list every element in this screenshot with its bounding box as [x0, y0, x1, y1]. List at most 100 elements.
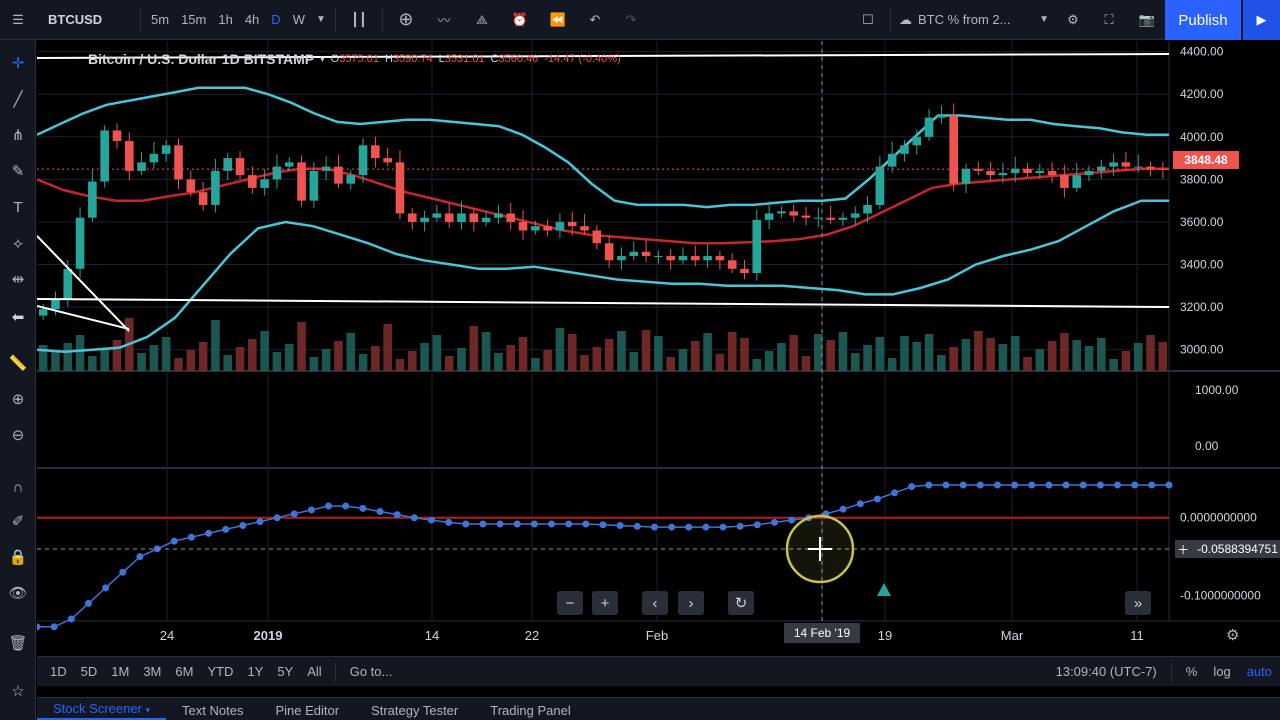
- fullscreen-icon[interactable]: ⛶: [1104, 11, 1114, 27]
- time-tick-label: 14: [425, 628, 439, 643]
- alert-icon[interactable]: ⏰: [511, 11, 529, 27]
- strategy-icon[interactable]: ⟁: [476, 11, 488, 27]
- crosshair-icon[interactable]: ✛: [11, 55, 25, 72]
- menu-icon[interactable]: ☰: [12, 11, 24, 27]
- candle-body: [900, 145, 909, 154]
- chevron-down-icon[interactable]: ▾: [320, 53, 325, 64]
- brush-icon[interactable]: ✎: [11, 163, 25, 180]
- sidebar-toggle-icon[interactable]: ▶: [1243, 0, 1280, 40]
- back-arrow-icon[interactable]: ⬅: [11, 309, 25, 326]
- range-6m[interactable]: 6M: [175, 664, 194, 679]
- volume-bar: [272, 352, 282, 371]
- auto-toggle[interactable]: auto: [1246, 664, 1272, 679]
- bb-upper-line: [37, 86, 1169, 209]
- volume-bar: [617, 331, 626, 371]
- volume-bar: [654, 336, 663, 371]
- interval-15m[interactable]: 15m: [181, 12, 207, 27]
- gear-icon[interactable]: ⚙: [1067, 11, 1079, 27]
- range-1y[interactable]: 1Y: [247, 664, 264, 679]
- symbol-search[interactable]: BTCUSD: [48, 12, 103, 27]
- tab-text-notes[interactable]: Text Notes: [182, 703, 244, 718]
- range-5y[interactable]: 5Y: [277, 664, 294, 679]
- star-icon[interactable]: ☆: [11, 683, 25, 700]
- pitchfork-icon[interactable]: ⋔: [11, 127, 25, 144]
- range-ytd[interactable]: YTD: [207, 664, 234, 679]
- undo-icon[interactable]: ↶: [589, 11, 601, 27]
- interval-1h[interactable]: 1h: [218, 12, 233, 27]
- osc-dot: [273, 514, 281, 522]
- osc-dot: [136, 553, 144, 561]
- scroll-right-button[interactable]: ›: [678, 591, 704, 615]
- trendline-icon[interactable]: ╱: [13, 91, 23, 108]
- range-1m[interactable]: 1M: [111, 664, 130, 679]
- candle-body: [1035, 170, 1045, 173]
- volume-bar: [112, 340, 122, 371]
- candle-body: [457, 213, 466, 222]
- lock-icon[interactable]: 🔒: [8, 549, 28, 566]
- percent-toggle[interactable]: %: [1185, 664, 1198, 679]
- range-all[interactable]: All: [307, 664, 322, 679]
- osc-dot: [719, 523, 727, 531]
- volume-bar: [260, 331, 269, 371]
- volume-bar: [75, 335, 85, 371]
- reset-chart-button[interactable]: ↻: [728, 591, 754, 615]
- interval-5m[interactable]: 5m: [151, 12, 170, 27]
- volume-bar: [1072, 340, 1082, 371]
- volume-bar: [924, 334, 934, 371]
- volume-bar: [395, 359, 405, 371]
- publish-button[interactable]: Publish: [1165, 0, 1241, 40]
- candle-body: [973, 168, 983, 171]
- price-chart[interactable]: 4400.00 4200.00 4000.00 3800.00 3600.00 3400.…: [37, 41, 1280, 656]
- range-1d[interactable]: 1D: [50, 664, 67, 679]
- candle-body: [395, 162, 405, 214]
- ruler-icon[interactable]: 📏: [8, 355, 28, 372]
- price-tick-label: 4400.00: [1180, 45, 1224, 59]
- osc-dot: [376, 508, 384, 516]
- volume-bar: [764, 351, 774, 371]
- scroll-to-realtime-button[interactable]: »: [1125, 591, 1151, 615]
- candle-body: [629, 251, 639, 257]
- compare-add-icon[interactable]: ⊕: [398, 9, 414, 29]
- chevron-down-icon[interactable]: ▼: [316, 14, 326, 25]
- volume-bar: [235, 347, 245, 371]
- trash-icon[interactable]: 🗑: [8, 635, 28, 652]
- zoom-in-icon[interactable]: ⊕: [11, 391, 25, 408]
- interval-w[interactable]: W: [292, 12, 305, 27]
- tab-strategy-tester[interactable]: Strategy Tester: [371, 703, 459, 718]
- candles-icon[interactable]: ┃┃: [351, 11, 367, 27]
- zoom-out-button[interactable]: −: [557, 591, 583, 615]
- lock-drawing-icon[interactable]: ✐: [11, 513, 25, 530]
- replay-icon[interactable]: ⏪: [549, 11, 567, 27]
- range-5d[interactable]: 5D: [80, 664, 98, 679]
- pattern-icon[interactable]: ⟡: [13, 234, 23, 252]
- log-toggle[interactable]: log: [1213, 664, 1231, 679]
- indicators-icon[interactable]: 〰: [437, 13, 451, 28]
- scroll-left-button[interactable]: ‹: [642, 591, 668, 615]
- candle-body: [51, 298, 60, 310]
- osc-dot: [771, 518, 779, 526]
- volume-bar: [100, 348, 109, 371]
- candle-body: [592, 230, 602, 244]
- eye-icon[interactable]: 👁: [8, 585, 28, 602]
- goto-button[interactable]: Go to...: [349, 664, 393, 679]
- bb-basis-line: [37, 167, 1169, 245]
- layout-icon[interactable]: ☐: [862, 11, 874, 27]
- zoom-in-button[interactable]: +: [592, 591, 618, 615]
- interval-d[interactable]: D: [271, 12, 281, 27]
- tab-stock-screener[interactable]: Stock Screener ▾: [37, 701, 167, 720]
- magnet-icon[interactable]: ∩: [12, 478, 24, 496]
- clock[interactable]: 13:09:40 (UTC-7): [1055, 664, 1157, 679]
- compare-dropdown[interactable]: ☁ BTC % from 2... ▼: [895, 0, 1055, 40]
- plus-icon[interactable]: ＋: [1177, 542, 1190, 557]
- tab-pine-editor[interactable]: Pine Editor: [275, 703, 340, 718]
- redo-icon[interactable]: ↷: [625, 11, 637, 27]
- zoom-out-icon[interactable]: ⊖: [11, 427, 25, 444]
- camera-icon[interactable]: 📷: [1138, 11, 1156, 27]
- prediction-icon[interactable]: ⇹: [11, 271, 25, 288]
- interval-4h[interactable]: 4h: [244, 12, 260, 27]
- osc-dot: [1079, 481, 1087, 489]
- volume-bar: [1047, 341, 1057, 371]
- range-3m[interactable]: 3M: [143, 664, 162, 679]
- text-icon[interactable]: T: [13, 198, 23, 216]
- tab-trading-panel[interactable]: Trading Panel: [490, 703, 571, 718]
